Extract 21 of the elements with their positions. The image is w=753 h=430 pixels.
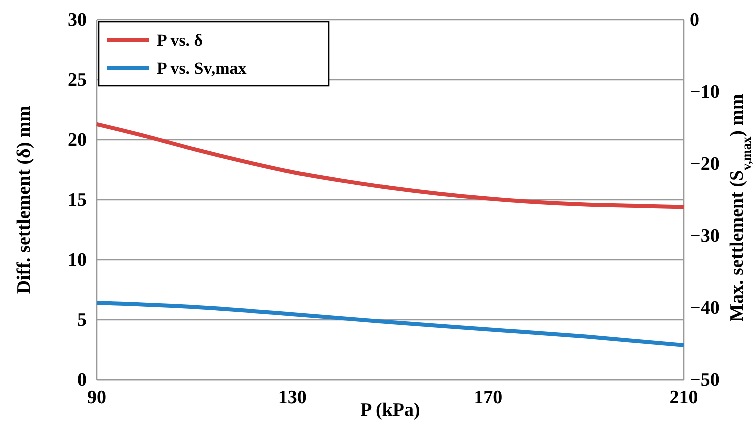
x-tick-label: 90 [88, 387, 106, 408]
y-tick-label: 20 [68, 130, 87, 152]
x-tick-label: 130 [278, 387, 307, 408]
y-tick-label: 30 [68, 10, 87, 32]
y-tick-label: 5 [78, 310, 87, 332]
legend-label: P vs. δ [157, 31, 204, 50]
x-tick-label: 170 [474, 387, 503, 408]
y-tick-label: 15 [68, 190, 87, 212]
y2-tick-label: −30 [690, 226, 720, 248]
x-axis-title: P (kPa) [360, 400, 420, 421]
line-series [95, 122, 686, 210]
y2-tick-label: −10 [690, 82, 720, 104]
y-axis-title: Diff. settlement (δ) mm [14, 106, 35, 294]
legend-label: P vs. Sv,max [157, 59, 248, 78]
y-tick-label: 0 [78, 370, 87, 392]
y2-tick-label: 0 [690, 10, 700, 32]
y2-tick-label: −40 [690, 298, 720, 320]
y2-tick-label: −20 [690, 154, 720, 176]
y-tick-label: 10 [68, 250, 87, 272]
y-tick-label: 25 [68, 70, 87, 92]
line-series [95, 300, 686, 348]
